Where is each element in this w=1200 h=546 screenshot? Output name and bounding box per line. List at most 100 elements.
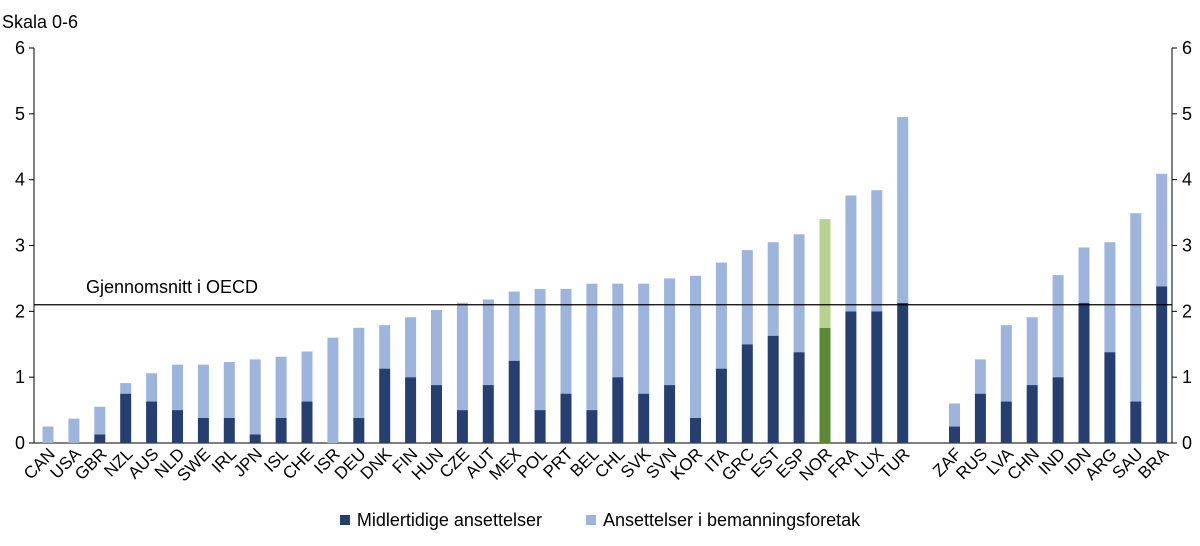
bar-chl-midlertidige: [612, 377, 624, 443]
y-tick-label-left: 3: [15, 236, 25, 256]
bar-pol-bemanningsforetak: [534, 288, 546, 411]
bar-svn-midlertidige: [664, 385, 676, 443]
bar-nor-midlertidige: [819, 327, 831, 443]
bar-pol-midlertidige: [534, 410, 546, 443]
bar-nzl-bemanningsforetak: [120, 383, 132, 394]
bar-hun-bemanningsforetak: [431, 310, 442, 386]
bar-fra-bemanningsforetak: [845, 195, 857, 312]
bar-chl-bemanningsforetak: [612, 283, 624, 378]
bar-zaf-midlertidige: [949, 426, 960, 443]
bar-arg-bemanningsforetak: [1104, 242, 1116, 353]
bar-deu-midlertidige: [353, 417, 365, 443]
bar-fin-bemanningsforetak: [405, 317, 417, 378]
bar-aut-midlertidige: [482, 385, 494, 443]
oecd-average-label: Gjennomsnitt i OECD: [86, 277, 258, 297]
y-tick-label-right: 4: [1182, 170, 1192, 190]
bar-bel-bemanningsforetak: [586, 283, 598, 411]
y-tick-label-right: 2: [1182, 301, 1192, 321]
bar-isl-bemanningsforetak: [275, 356, 287, 418]
bar-irl-bemanningsforetak: [223, 362, 235, 418]
bar-cze-midlertidige: [456, 410, 468, 443]
y-tick-label-right: 0: [1182, 433, 1192, 453]
y-tick-label-left: 5: [15, 104, 25, 124]
legend-swatch-bemanningsforetak: [585, 515, 596, 525]
bar-svk-bemanningsforetak: [638, 283, 650, 394]
bar-idn-bemanningsforetak: [1078, 247, 1090, 303]
y-tick-label-left: 2: [15, 301, 25, 321]
bar-aut-bemanningsforetak: [482, 299, 494, 386]
bar-bra-bemanningsforetak: [1156, 173, 1168, 287]
bar-mex-bemanningsforetak: [508, 291, 520, 361]
y-tick-label-right: 3: [1182, 236, 1192, 256]
bar-swe-midlertidige: [197, 417, 209, 443]
bar-fra-midlertidige: [845, 311, 857, 443]
legend: Midlertidige ansettelser Ansettelser i b…: [0, 508, 1200, 532]
bar-cze-bemanningsforetak: [456, 302, 468, 411]
bar-est-midlertidige: [767, 335, 779, 443]
bar-ind-bemanningsforetak: [1052, 275, 1064, 378]
bar-aus-bemanningsforetak: [146, 373, 158, 402]
bar-nld-bemanningsforetak: [172, 364, 183, 411]
bar-grc-midlertidige: [741, 344, 753, 443]
bar-nld-midlertidige: [172, 410, 183, 443]
bar-zaf-bemanningsforetak: [949, 403, 960, 427]
y-tick-label-left: 1: [15, 367, 25, 387]
bar-lux-bemanningsforetak: [871, 190, 883, 312]
plot-area: 0 01 12 23 34 45 56 6CANUSAGBRNZLAUSNLDSWEIRLJP…: [15, 38, 1192, 485]
bar-dnk-bemanningsforetak: [379, 325, 391, 369]
y-axis-title: Skala 0-6: [2, 12, 78, 32]
y-tick-label-right: 6: [1182, 38, 1192, 58]
chart: Skala 0-6 0 01 12 23 34 45 56 6CANUSAGBRNZLAUSN…: [2, 12, 1192, 485]
bar-esp-midlertidige: [793, 352, 805, 443]
bar-sau-bemanningsforetak: [1130, 213, 1142, 402]
bar-kor-bemanningsforetak: [690, 275, 701, 418]
bar-dnk-midlertidige: [379, 368, 391, 443]
bar-aus-midlertidige: [146, 401, 158, 443]
bar-gbr-midlertidige: [94, 434, 106, 443]
bar-bra-midlertidige: [1156, 286, 1168, 443]
bar-deu-bemanningsforetak: [353, 327, 365, 418]
bar-grc-bemanningsforetak: [741, 250, 753, 345]
x-tick-label-tur: TUR: [875, 444, 913, 482]
bar-jpn-midlertidige: [249, 434, 261, 443]
bar-gbr-bemanningsforetak: [94, 406, 106, 435]
bar-lva-midlertidige: [1000, 401, 1012, 443]
bar-chn-midlertidige: [1026, 385, 1038, 443]
legend-label-bemanningsforetak: Ansettelser i bemanningsforetak: [602, 509, 861, 530]
bar-prt-bemanningsforetak: [560, 288, 572, 394]
bar-isr-bemanningsforetak: [327, 337, 339, 443]
bar-chn-bemanningsforetak: [1026, 317, 1038, 386]
bar-ind-midlertidige: [1052, 377, 1064, 443]
bar-fin-midlertidige: [405, 377, 417, 443]
bar-nzl-midlertidige: [120, 393, 132, 443]
bar-sau-midlertidige: [1130, 401, 1142, 443]
bar-tur-bemanningsforetak: [897, 117, 909, 303]
bar-lux-midlertidige: [871, 311, 883, 443]
bar-usa-bemanningsforetak: [68, 418, 80, 443]
bar-rus-bemanningsforetak: [974, 359, 986, 394]
legend-swatch-midlertidige: [339, 515, 350, 525]
bar-nor-bemanningsforetak: [819, 219, 831, 328]
bar-ita-midlertidige: [715, 368, 727, 443]
bar-arg-midlertidige: [1104, 352, 1116, 443]
bar-can-bemanningsforetak: [42, 426, 54, 443]
bar-est-bemanningsforetak: [767, 242, 779, 336]
bar-swe-bemanningsforetak: [197, 364, 209, 418]
legend-item-midlertidige: Midlertidige ansettelser: [339, 509, 542, 531]
bar-irl-midlertidige: [223, 417, 235, 443]
y-tick-label-left: 4: [15, 170, 25, 190]
bar-jpn-bemanningsforetak: [249, 359, 261, 435]
bar-bel-midlertidige: [586, 410, 598, 443]
y-tick-label-right: 1: [1182, 367, 1192, 387]
x-tick-label-bra: BRA: [1134, 444, 1173, 483]
y-tick-label-right: 5: [1182, 104, 1192, 124]
bar-isl-midlertidige: [275, 417, 287, 443]
bar-lva-bemanningsforetak: [1000, 325, 1012, 402]
bar-idn-midlertidige: [1078, 302, 1090, 443]
bar-esp-bemanningsforetak: [793, 234, 805, 353]
legend-item-bemanningsforetak: Ansettelser i bemanningsforetak: [585, 509, 861, 531]
bar-che-midlertidige: [301, 401, 313, 443]
bar-rus-midlertidige: [974, 393, 986, 443]
legend-label-midlertidige: Midlertidige ansettelser: [356, 509, 542, 530]
bar-kor-midlertidige: [690, 417, 701, 443]
